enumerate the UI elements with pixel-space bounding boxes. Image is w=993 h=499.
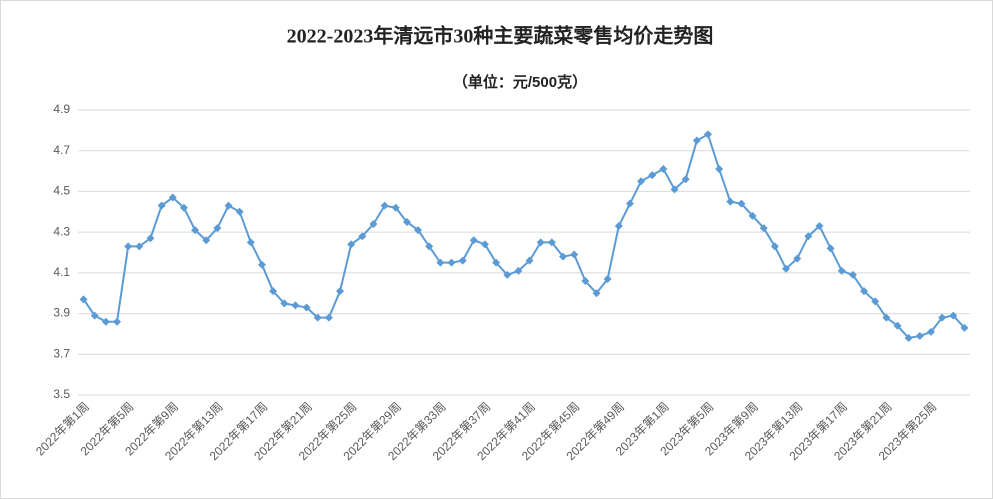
chart-subtitle: （单位：元/500克） (453, 73, 587, 91)
data-point (882, 313, 891, 322)
data-point (291, 301, 300, 310)
data-point (224, 201, 233, 210)
data-point (748, 211, 757, 220)
data-point (391, 203, 400, 212)
data-point (313, 313, 322, 322)
data-point (703, 130, 712, 139)
chart-title: 2022-2023年清远市30种主要蔬菜零售均价走势图 (287, 24, 714, 48)
data-point (79, 295, 88, 304)
data-point (715, 165, 724, 174)
data-point (447, 258, 456, 267)
data-point (815, 222, 824, 231)
data-point (514, 266, 523, 275)
data-point (670, 185, 679, 194)
data-point (402, 217, 411, 226)
data-point (246, 238, 255, 247)
data-point (570, 250, 579, 259)
data-point (648, 171, 657, 180)
data-point (904, 334, 913, 342)
data-point (135, 242, 144, 251)
data-point (782, 264, 791, 273)
data-point (926, 327, 935, 336)
data-point (90, 311, 99, 320)
data-point (503, 270, 512, 279)
data-point (804, 232, 813, 241)
data-point (168, 193, 177, 202)
data-point (625, 199, 634, 208)
data-point (692, 136, 701, 145)
data-point (202, 236, 211, 245)
y-tick-label: 4.7 (53, 143, 70, 157)
data-point (336, 287, 345, 296)
y-tick-label: 4.5 (53, 184, 70, 198)
data-point (525, 256, 534, 265)
data-point (380, 201, 389, 210)
data-point (492, 258, 501, 267)
data-point (938, 313, 947, 322)
data-point (458, 256, 467, 265)
y-tick-label: 3.7 (53, 346, 70, 360)
data-point (358, 232, 367, 241)
y-tick-label: 4.9 (53, 102, 70, 116)
data-point (793, 254, 802, 263)
data-point (559, 252, 568, 261)
data-point (681, 175, 690, 184)
data-point (536, 238, 545, 247)
data-point (915, 331, 924, 340)
data-point (893, 321, 902, 330)
y-tick-label: 4.3 (53, 224, 70, 238)
data-point (581, 277, 590, 285)
data-point (425, 242, 434, 251)
data-point (369, 220, 378, 228)
data-point (324, 313, 333, 322)
data-point (637, 177, 646, 186)
data-point (480, 240, 489, 249)
data-point (592, 289, 601, 298)
y-tick-label: 4.1 (53, 265, 70, 279)
data-point (759, 224, 768, 233)
data-point (124, 242, 133, 251)
data-point (436, 258, 445, 267)
data-point (280, 299, 289, 308)
data-point (257, 260, 266, 269)
data-point (860, 287, 869, 296)
data-point (603, 274, 612, 283)
data-point (659, 165, 668, 174)
y-tick-label: 3.9 (53, 306, 70, 320)
data-point (113, 317, 122, 326)
data-point (848, 270, 857, 279)
data-point (347, 240, 356, 249)
y-tick-label: 3.5 (53, 387, 70, 401)
data-point (547, 238, 556, 247)
data-point (949, 311, 958, 320)
data-point (191, 226, 200, 235)
data-point (179, 203, 188, 212)
data-point (101, 317, 110, 326)
data-point (146, 234, 155, 243)
data-point (414, 226, 423, 235)
data-point (737, 199, 746, 208)
data-point (157, 201, 166, 210)
data-point (837, 266, 846, 275)
data-point (302, 303, 311, 312)
data-point (213, 224, 222, 233)
data-point (770, 242, 779, 251)
data-point (871, 297, 880, 306)
data-point (726, 197, 735, 206)
data-point (269, 287, 278, 296)
data-point (826, 244, 835, 253)
data-point (235, 207, 244, 216)
data-point (614, 222, 623, 231)
data-point (469, 236, 478, 245)
data-point (960, 323, 969, 332)
